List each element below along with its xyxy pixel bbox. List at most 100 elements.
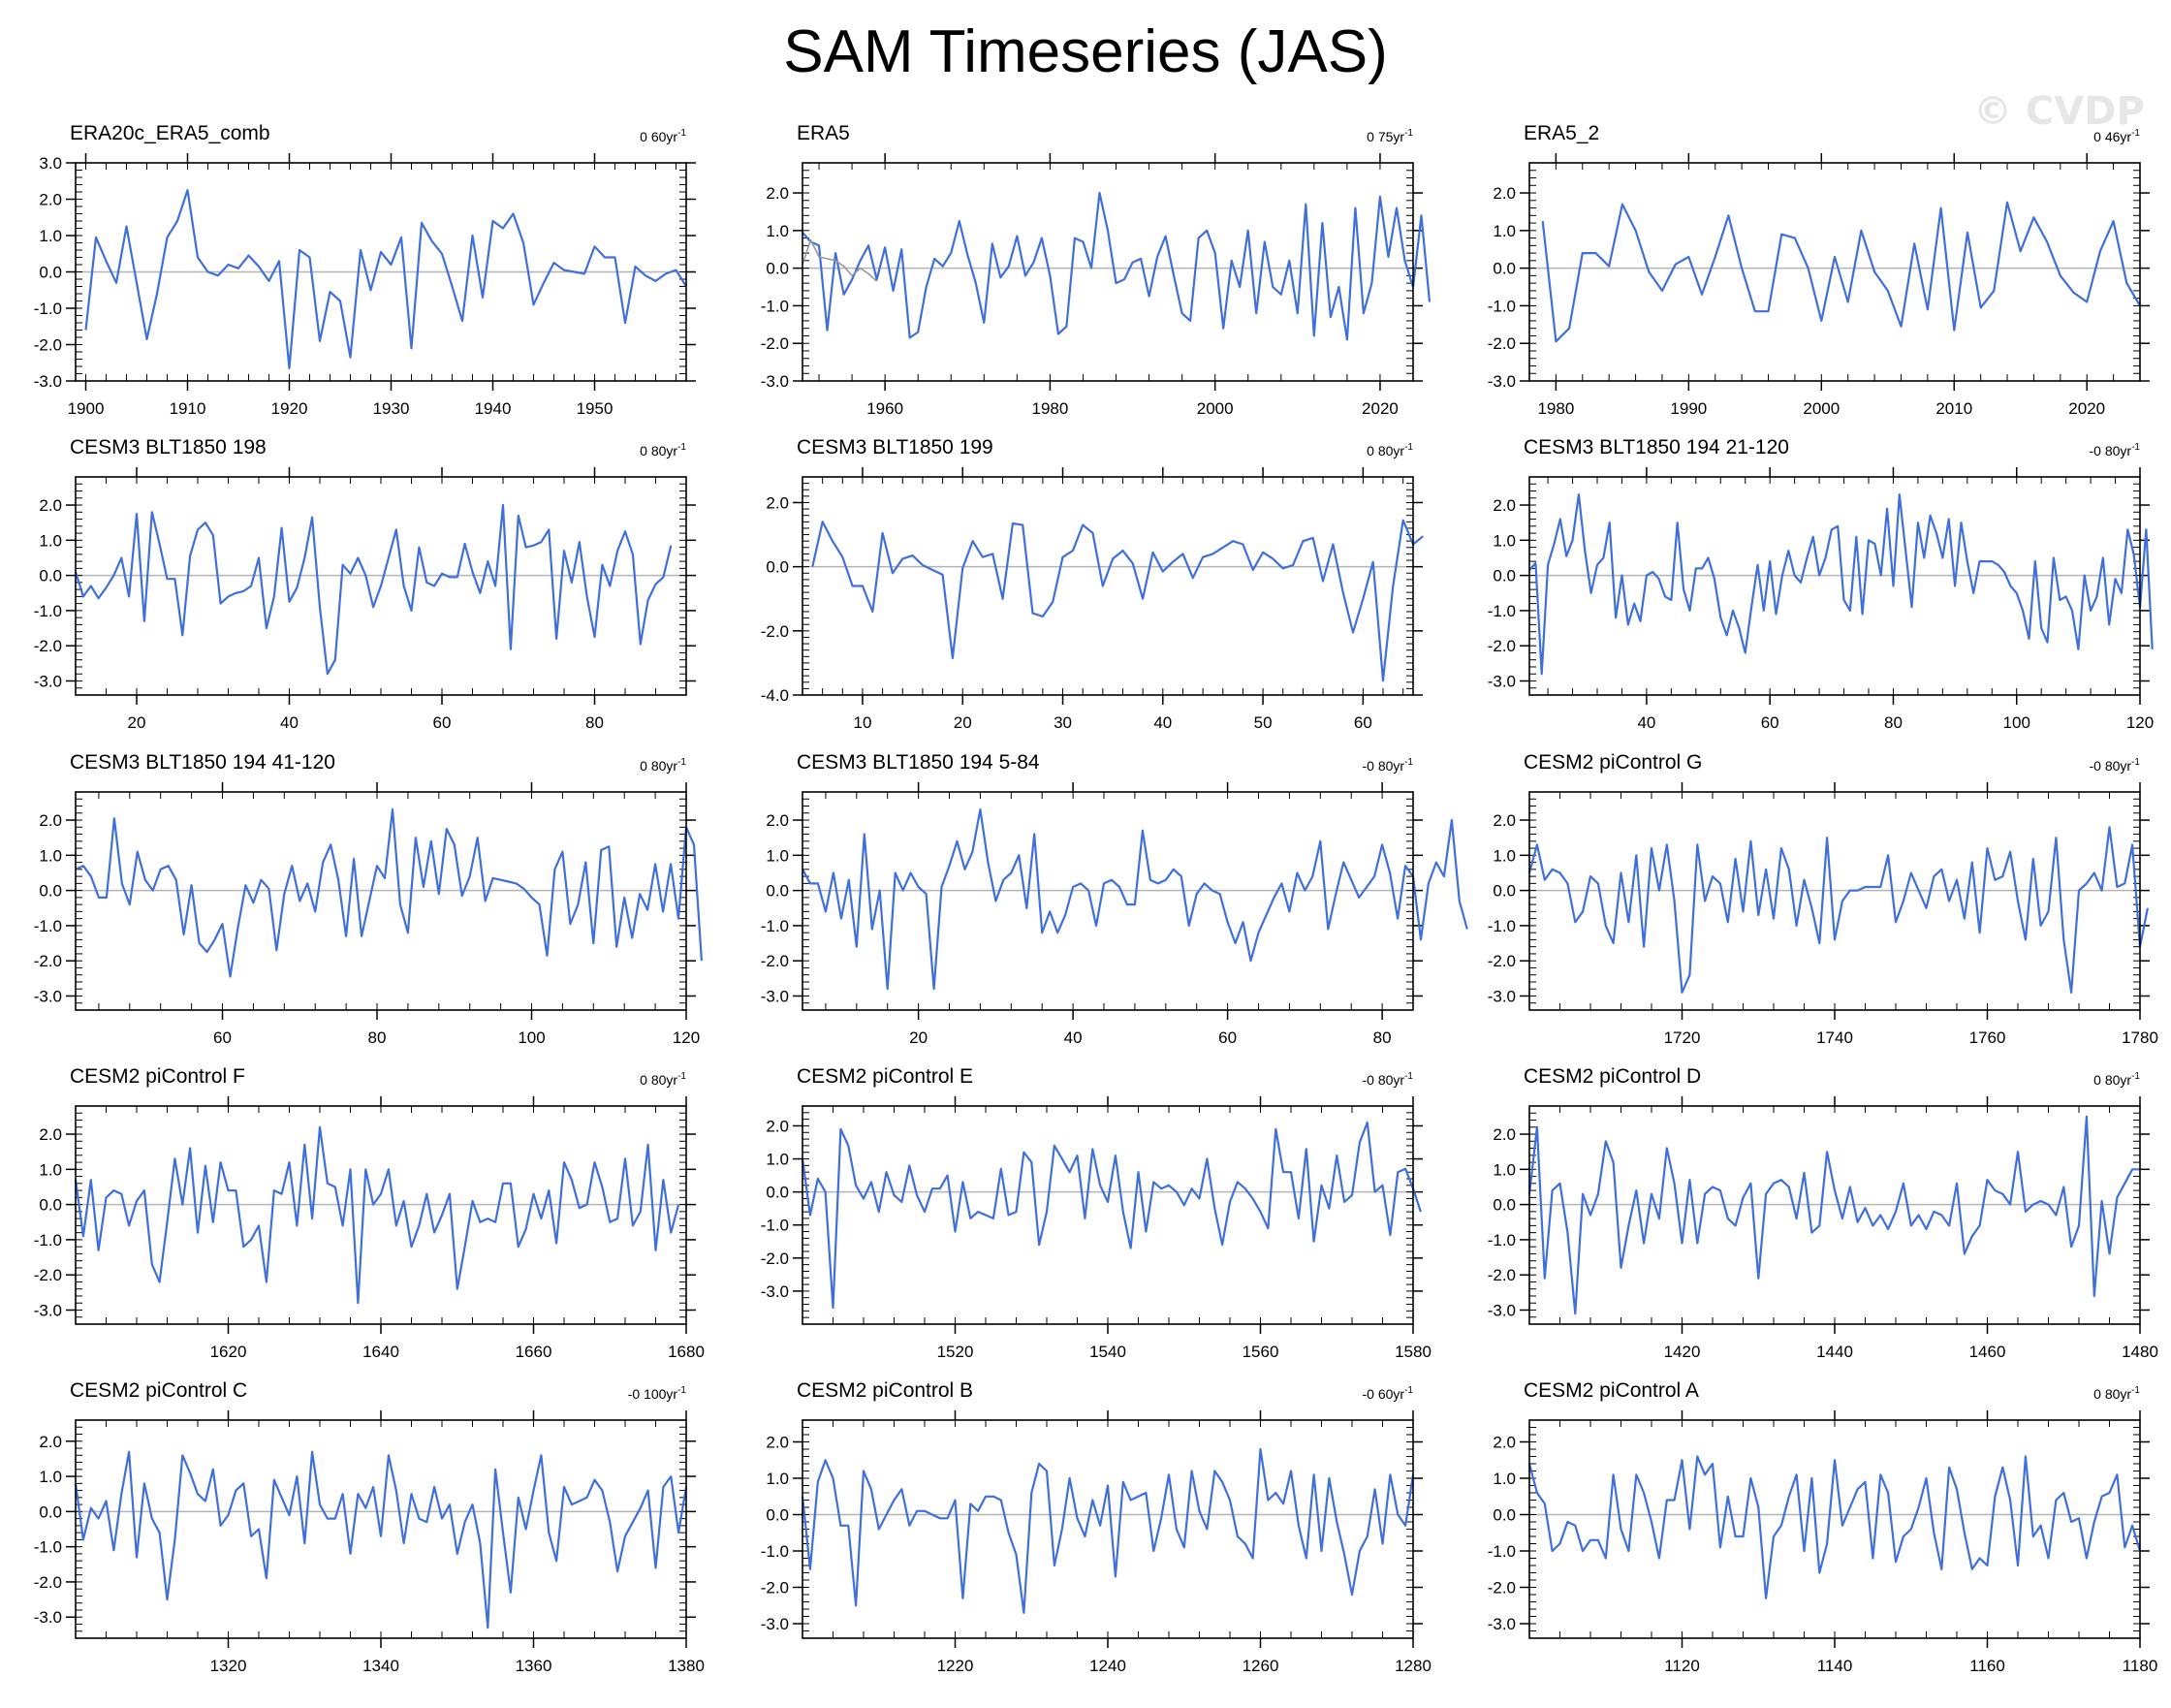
x-tick-label: 1940 (475, 399, 512, 418)
panel-title: CESM2 piControl B (797, 1379, 973, 1402)
y-tick-label: 1.0 (39, 846, 62, 865)
series-line (801, 1447, 1415, 1614)
trend-label: 0 75yr-1 (1367, 128, 1413, 144)
y-tick-label: 0.0 (1493, 1196, 1516, 1215)
y-tick-label: -3.0 (761, 1615, 789, 1633)
y-tick-label: -1.0 (34, 1538, 62, 1557)
x-tick-label: 1910 (170, 399, 206, 418)
x-tick-label: 1900 (68, 399, 105, 418)
plot-frame (75, 476, 687, 696)
y-tick-label: -3.0 (1488, 672, 1516, 690)
x-tick-label: 1120 (1664, 1657, 1700, 1675)
panel-title: CESM3 BLT1850 194 41-120 (70, 751, 335, 774)
panel-title: CESM2 piControl A (1524, 1379, 1699, 1402)
panel-title: CESM2 piControl G (1524, 751, 1702, 774)
y-tick-label: 0.0 (766, 882, 789, 901)
x-tick-label: 1980 (1537, 399, 1574, 418)
y-tick-label: 0.0 (1493, 567, 1516, 585)
page-title: SAM Timeseries (JAS) (783, 18, 1388, 85)
series-line (801, 1121, 1422, 1310)
x-tick-label: 40 (1637, 713, 1655, 732)
chart-panel: 2.0 1.0 0.0 -1.0 -2.0 -3.0 1520 1540 1560 1580 CES… (761, 1065, 1432, 1361)
x-tick-label: 1220 (937, 1657, 974, 1675)
x-tick-label: 60 (213, 1028, 232, 1047)
y-tick-label: 2.0 (39, 811, 62, 830)
plot-frame (802, 162, 1414, 382)
plot-frame (75, 162, 687, 382)
trend-label: 0 80yr-1 (640, 442, 686, 459)
y-tick-label: -1.0 (1488, 602, 1516, 620)
x-tick-label: 80 (368, 1028, 387, 1047)
y-tick-label: 1.0 (1493, 1160, 1516, 1179)
panel-title: ERA5_2 (1524, 122, 1599, 144)
y-tick-label: 1.0 (39, 227, 62, 245)
plot-frame (1528, 476, 2141, 696)
x-tick-label: 1520 (937, 1343, 974, 1361)
trend-label: 0 80yr-1 (1367, 442, 1413, 459)
x-tick-label: 100 (518, 1028, 545, 1047)
x-tick-label: 1140 (1817, 1657, 1853, 1675)
y-tick-label: 0.0 (1493, 1506, 1516, 1525)
y-tick-label: 2.0 (766, 1117, 789, 1135)
y-tick-label: -1.0 (761, 1542, 789, 1561)
x-tick-label: 1680 (668, 1343, 705, 1361)
x-tick-label: 1660 (516, 1343, 552, 1361)
panel-title: CESM3 BLT1850 194 21-120 (1524, 436, 1789, 459)
chart-panel: 2.0 1.0 0.0 -1.0 -2.0 -3.0 20 40 60 80 CESM3 BLT18… (761, 751, 1468, 1047)
y-tick-label: 0.0 (39, 567, 62, 585)
y-tick-label: -1.0 (1488, 917, 1516, 935)
series-line (84, 189, 687, 369)
y-tick-label: 0.0 (766, 1184, 789, 1202)
chart-panel: 2.0 1.0 0.0 -1.0 -2.0 -3.0 1720 1740 1760 1780 CES… (1488, 751, 2158, 1047)
x-tick-label: 1160 (1969, 1657, 2005, 1675)
plot-frame (802, 1105, 1414, 1325)
x-tick-label: 80 (585, 713, 604, 732)
y-tick-label: 1.0 (766, 846, 789, 865)
y-tick-label: 2.0 (766, 1434, 789, 1452)
plot-frame (802, 791, 1414, 1011)
y-tick-label: -3.0 (34, 987, 62, 1005)
x-tick-label: 80 (1373, 1028, 1392, 1047)
x-tick-label: 1760 (1969, 1028, 2006, 1047)
y-tick-label: 2.0 (766, 493, 789, 512)
series-line (1541, 201, 2141, 343)
y-tick-label: -1.0 (761, 917, 789, 935)
y-tick-label: -1.0 (761, 297, 789, 315)
y-tick-label: -1.0 (34, 917, 62, 935)
y-tick-label: 2.0 (1493, 811, 1516, 830)
x-tick-label: 120 (673, 1028, 700, 1047)
y-tick-label: 1.0 (1493, 1470, 1516, 1488)
y-tick-label: 1.0 (39, 1160, 62, 1179)
x-tick-label: 1320 (210, 1657, 247, 1675)
x-tick-label: 1960 (866, 399, 903, 418)
y-tick-label: -2.0 (1488, 1579, 1516, 1597)
series-line (811, 519, 1424, 682)
panel-title: CESM2 piControl F (70, 1065, 245, 1088)
chart-panel: 2.0 1.0 0.0 -1.0 -2.0 -3.0 1420 1440 1460 1480 CES… (1488, 1065, 2158, 1361)
chart-panel: 2.0 1.0 0.0 -1.0 -2.0 -3.0 1960 1980 2000 2020 ERA… (761, 122, 1432, 418)
plot-frame (802, 476, 1414, 696)
x-tick-label: 1240 (1089, 1657, 1126, 1675)
watermark: © CVDP (1973, 89, 2145, 134)
x-tick-label: 2020 (1362, 399, 1399, 418)
series-line (1528, 493, 2154, 676)
chart-panel: 2.0 0.0 -2.0 -4.0 10 20 30 40 50 60 CESM3 BLT1850 … (761, 436, 1424, 732)
y-tick-label: 3.0 (39, 154, 62, 173)
x-tick-label: 60 (1218, 1028, 1237, 1047)
x-tick-label: 40 (1064, 1028, 1083, 1047)
x-tick-label: 60 (1761, 713, 1779, 732)
y-tick-label: 1.0 (1493, 531, 1516, 550)
x-tick-label: 1280 (1395, 1657, 1432, 1675)
panel-title: CESM2 piControl E (797, 1065, 973, 1088)
trend-label: -0 100yr-1 (628, 1385, 687, 1402)
y-tick-label: -2.0 (34, 637, 62, 655)
trend-label: -0 80yr-1 (2090, 757, 2141, 774)
x-tick-label: 1620 (210, 1343, 247, 1361)
x-tick-label: 1930 (373, 399, 410, 418)
y-tick-label: -3.0 (34, 672, 62, 690)
y-tick-label: -2.0 (761, 1249, 789, 1268)
panel-title: CESM3 BLT1850 199 (797, 436, 993, 459)
y-tick-label: 0.0 (1493, 882, 1516, 901)
x-tick-label: 20 (954, 713, 972, 732)
y-tick-label: -1.0 (1488, 1542, 1516, 1561)
